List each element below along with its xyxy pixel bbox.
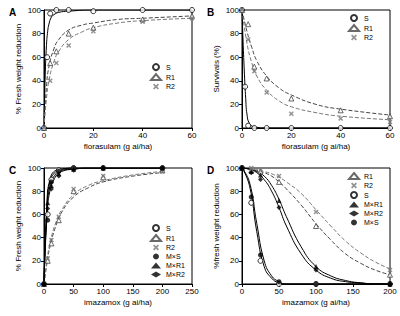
- svg-text:M×R1: M×R1: [364, 201, 383, 208]
- svg-text:% Fresh weight reduction: % Fresh weight reduction: [14, 24, 23, 114]
- svg-text:R2: R2: [166, 244, 175, 251]
- svg-text:80: 80: [32, 29, 41, 38]
- svg-text:S: S: [364, 192, 369, 199]
- svg-text:% Fresh weight reduction: % Fresh weight reduction: [14, 181, 23, 271]
- svg-text:0: 0: [240, 131, 245, 140]
- svg-text:0: 0: [42, 287, 47, 296]
- svg-text:100: 100: [28, 164, 42, 173]
- svg-text:100: 100: [309, 287, 323, 296]
- svg-text:100: 100: [226, 164, 240, 173]
- svg-text:100: 100: [226, 6, 240, 15]
- svg-text:S: S: [364, 15, 369, 22]
- svg-text:40: 40: [32, 233, 41, 242]
- svg-text:150: 150: [126, 287, 140, 296]
- svg-text:R1: R1: [166, 235, 175, 242]
- svg-text:D: D: [207, 165, 214, 176]
- svg-text:Survivals (%): Survivals (%): [212, 45, 221, 92]
- svg-text:florasulam (g ai/ha): florasulam (g ai/ha): [84, 142, 153, 151]
- svg-text:0: 0: [234, 123, 239, 133]
- svg-text:M×R2: M×R2: [364, 210, 383, 217]
- svg-text:0: 0: [234, 279, 239, 289]
- svg-text:50: 50: [69, 287, 78, 296]
- svg-text:B: B: [207, 7, 214, 18]
- svg-text:20: 20: [89, 131, 98, 140]
- svg-text:R1: R1: [166, 74, 175, 81]
- svg-text:150: 150: [346, 287, 360, 296]
- svg-text:40: 40: [230, 233, 239, 242]
- svg-text:A: A: [9, 7, 16, 18]
- svg-text:imazamox (g ai/ha): imazamox (g ai/ha): [84, 298, 152, 307]
- svg-text:60: 60: [230, 210, 239, 219]
- svg-text:200: 200: [156, 287, 170, 296]
- svg-text:60: 60: [32, 210, 41, 219]
- svg-text:R2: R2: [364, 182, 373, 189]
- svg-text:M×R1: M×R1: [166, 262, 185, 269]
- svg-text:imazamox (g ai/ha): imazamox (g ai/ha): [282, 298, 350, 307]
- svg-text:M×S: M×S: [364, 219, 379, 226]
- svg-text:R2: R2: [364, 34, 373, 41]
- svg-text:80: 80: [230, 29, 239, 38]
- svg-text:R1: R1: [364, 173, 373, 180]
- svg-text:100: 100: [97, 287, 111, 296]
- svg-text:0: 0: [36, 279, 41, 289]
- svg-text:60: 60: [188, 131, 197, 140]
- svg-text:S: S: [166, 64, 171, 71]
- svg-text:20: 20: [230, 256, 239, 265]
- svg-text:200: 200: [383, 287, 397, 296]
- svg-text:20: 20: [287, 131, 296, 140]
- svg-text:R2: R2: [166, 83, 175, 90]
- svg-text:80: 80: [230, 187, 239, 196]
- svg-text:100: 100: [28, 6, 42, 15]
- svg-text:20: 20: [32, 100, 41, 109]
- svg-text:60: 60: [230, 53, 239, 62]
- svg-text:0: 0: [240, 287, 245, 296]
- svg-text:20: 20: [32, 256, 41, 265]
- svg-text:florasulam (g ai/ha): florasulam (g ai/ha): [282, 142, 351, 151]
- svg-text:50: 50: [275, 287, 284, 296]
- svg-text:40: 40: [336, 131, 345, 140]
- svg-text:20: 20: [230, 100, 239, 109]
- svg-text:S: S: [166, 225, 171, 232]
- svg-text:M×R2: M×R2: [166, 271, 185, 278]
- svg-text:60: 60: [386, 131, 395, 140]
- svg-text:0: 0: [42, 131, 47, 140]
- svg-text:60: 60: [32, 53, 41, 62]
- svg-text:40: 40: [138, 131, 147, 140]
- svg-text:0: 0: [36, 123, 41, 133]
- svg-text:250: 250: [185, 287, 199, 296]
- svg-text:M×S: M×S: [166, 253, 181, 260]
- svg-text:%fresh weight reduction: %fresh weight reduction: [212, 183, 221, 268]
- svg-text:40: 40: [230, 76, 239, 85]
- svg-text:80: 80: [32, 187, 41, 196]
- svg-text:C: C: [9, 165, 16, 176]
- svg-text:40: 40: [32, 76, 41, 85]
- svg-text:R1: R1: [364, 25, 373, 32]
